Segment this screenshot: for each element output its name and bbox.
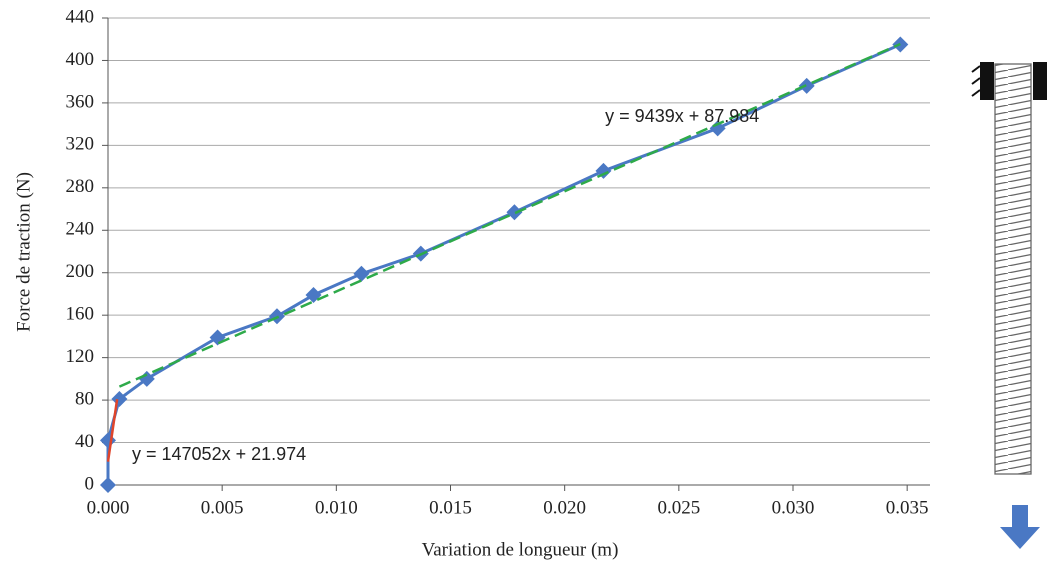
data-point: [100, 432, 116, 449]
data-point: [798, 77, 815, 94]
x-tick-label: 0.000: [87, 497, 130, 518]
y-tick-label: 280: [66, 176, 95, 197]
y-tick-label: 320: [66, 134, 95, 155]
data-point: [506, 204, 523, 221]
x-tick-label: 0.010: [315, 497, 358, 518]
y-tick-label: 240: [66, 219, 95, 240]
y-tick-label: 200: [66, 261, 95, 282]
trendline-equation: y = 9439x + 87.984: [605, 106, 759, 126]
spring-illustration: [971, 62, 1047, 549]
trendline-equation: y = 147052x + 21.974: [132, 444, 306, 464]
data-point: [709, 120, 726, 137]
y-tick-label: 40: [75, 431, 94, 452]
trendline: [118, 42, 901, 388]
x-tick-label: 0.030: [772, 497, 815, 518]
x-tick-label: 0.020: [543, 497, 586, 518]
y-tick-label: 360: [66, 91, 95, 112]
y-tick-label: 80: [75, 388, 94, 409]
data-point: [353, 265, 370, 282]
x-axis-label: Variation de longueur (m): [422, 539, 619, 560]
data-point: [138, 370, 155, 387]
y-tick-label: 120: [66, 346, 95, 367]
y-tick-label: 400: [66, 49, 95, 70]
data-point: [100, 477, 116, 493]
x-tick-label: 0.025: [657, 497, 700, 518]
data-point: [209, 329, 226, 346]
data-line: [106, 43, 901, 485]
x-tick-label: 0.015: [429, 497, 472, 518]
data-point: [305, 287, 322, 304]
y-axis-label: Force de traction (N): [13, 172, 34, 332]
y-tick-label: 440: [66, 6, 95, 27]
y-tick-label: 0: [85, 473, 95, 494]
x-tick-label: 0.005: [201, 497, 244, 518]
y-tick-label: 160: [66, 304, 95, 325]
trendline: [106, 399, 119, 462]
x-tick-label: 0.035: [886, 497, 929, 518]
